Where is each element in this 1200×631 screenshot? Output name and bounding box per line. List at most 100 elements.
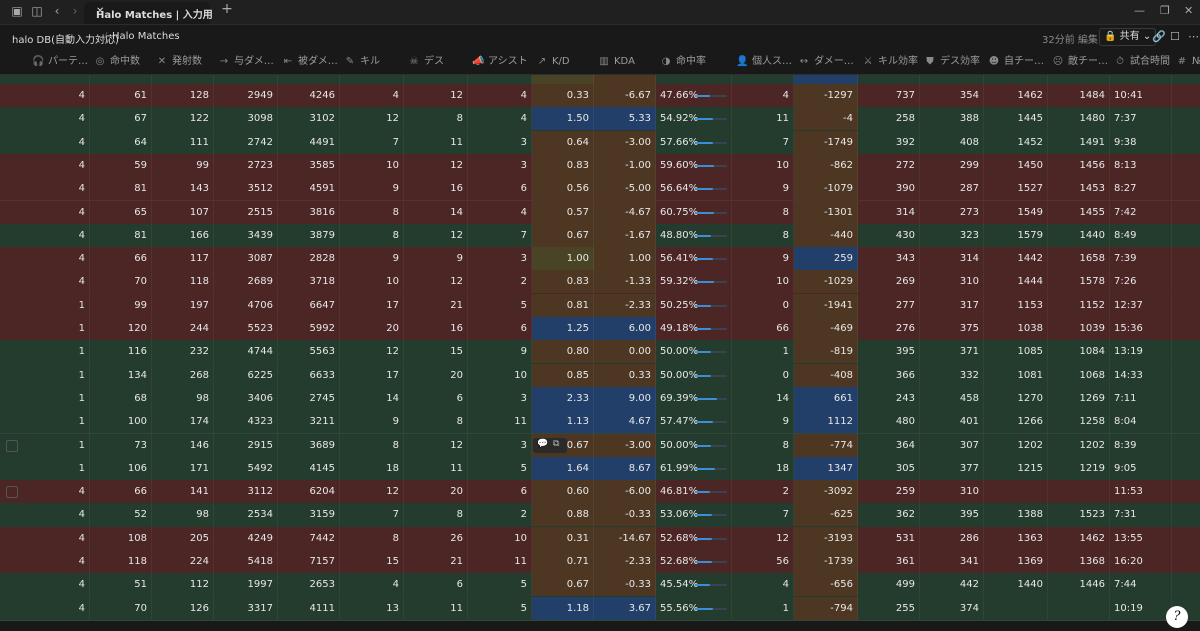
cell-crosshair[interactable]: 174 <box>152 410 214 434</box>
cell-sword[interactable]: 305 <box>858 456 920 480</box>
cell-target[interactable]: 51 <box>90 573 152 597</box>
cell-arrow-right-bar[interactable]: 2689 <box>214 270 278 294</box>
cell-arrow-left-bar[interactable]: 6633 <box>278 363 340 387</box>
cell-line-chart[interactable]: 1.64 <box>532 456 594 480</box>
cell-line-chart[interactable]: 0.31 <box>532 526 594 550</box>
cell-knife[interactable]: 9 <box>340 410 404 434</box>
cell-skull[interactable]: 12 <box>404 270 468 294</box>
cell-clock[interactable]: 7:39 <box>1110 247 1172 271</box>
cell-arrow-right-bar[interactable]: 2534 <box>214 503 278 527</box>
cell-shield[interactable]: 371 <box>920 340 984 364</box>
table-row[interactable]: 4 118 224 5418 7157 15 21 11 0.71 -2.33 52.68% 56 -1… <box>0 550 1200 575</box>
cell-enemy[interactable]: 1462 <box>1048 526 1110 550</box>
cell-bar-chart[interactable]: 9.00 <box>594 386 656 410</box>
cell-megaphone[interactable]: 10 <box>468 526 532 550</box>
cell-crosshair[interactable]: 107 <box>152 200 214 224</box>
cell-crosshair[interactable]: 224 <box>152 550 214 573</box>
cell-arrow-left-bar[interactable]: 4246 <box>278 84 340 107</box>
cell-target[interactable]: 70 <box>90 596 152 620</box>
table-row[interactable]: 4 61 128 2949 4246 4 12 4 0.33 -6.67 47.66% 4 -1297 7… <box>0 84 1200 109</box>
cell-line-chart[interactable]: 1.25 <box>532 317 594 340</box>
cell-enemy[interactable]: 1453 <box>1048 177 1110 201</box>
cell-shield[interactable]: 377 <box>920 456 984 480</box>
cell-headset[interactable]: 4 <box>28 130 90 154</box>
cell-shield[interactable]: 388 <box>920 107 984 131</box>
cell-clock[interactable]: 10:19 <box>1110 596 1172 620</box>
cell-arrow-left-bar[interactable]: 2653 <box>278 573 340 597</box>
table-row[interactable]: 1 134 268 6225 6633 17 20 10 0.85 0.33 50.00% 0 -408… <box>0 363 1200 388</box>
cell-pie[interactable]: 57.66% <box>656 130 732 154</box>
cell-sword[interactable]: 276 <box>858 317 920 340</box>
cell-skull[interactable]: 12 <box>404 153 468 177</box>
cell-double-arrow[interactable]: -3092 <box>794 480 858 504</box>
cell-person[interactable]: 4 <box>732 573 794 597</box>
cell-person[interactable]: 14 <box>732 386 794 410</box>
cell-target[interactable]: 116 <box>90 340 152 364</box>
cell-crosshair[interactable]: 128 <box>152 84 214 107</box>
cell-bar-chart[interactable]: -14.67 <box>594 526 656 550</box>
column-header[interactable]: ⇤ 被ダメ… <box>282 50 340 74</box>
cell-enemy[interactable]: 1578 <box>1048 270 1110 294</box>
cell-target[interactable]: 73 <box>90 433 152 457</box>
cell-pie[interactable]: 45.54% <box>656 573 732 597</box>
cell-arrow-right-bar[interactable]: 3112 <box>214 480 278 504</box>
cell-megaphone[interactable]: 11 <box>468 410 532 434</box>
cell-headset[interactable]: 4 <box>28 247 90 271</box>
cell-knife[interactable]: 8 <box>340 200 404 224</box>
cell-line-chart[interactable]: 1.50 <box>532 107 594 131</box>
cell-person[interactable]: 66 <box>732 317 794 340</box>
cell-person[interactable]: 18 <box>732 456 794 480</box>
cell-arrow-right-bar[interactable]: 4706 <box>214 293 278 317</box>
table-row[interactable]: 1 99 197 4706 6647 17 21 5 0.81 -2.33 50.25% 0 -1941… <box>0 293 1200 318</box>
cell-knife[interactable]: 20 <box>340 317 404 340</box>
cell-line-chart[interactable]: 1.13 <box>532 410 594 434</box>
cell-line-chart[interactable]: 0.85 <box>532 363 594 387</box>
cell-megaphone[interactable]: 4 <box>468 107 532 131</box>
new-tab-button[interactable]: + <box>221 1 233 17</box>
table-row[interactable]: 1 68 98 3406 2745 14 6 3 2.33 9.00 69.39% 14 661 243 4… <box>0 386 1200 412</box>
cell-crosshair[interactable]: 197 <box>152 293 214 317</box>
cell-knife[interactable]: 13 <box>340 596 404 620</box>
cell-clock[interactable]: 7:44 <box>1110 573 1172 597</box>
cell-bar-chart[interactable]: 3.67 <box>594 596 656 620</box>
cell-smile[interactable] <box>984 480 1048 504</box>
cell-megaphone[interactable]: 3 <box>468 247 532 271</box>
cell-pie[interactable]: 50.00% <box>656 433 732 457</box>
cell-arrow-left-bar[interactable]: 3816 <box>278 200 340 224</box>
row-action-toolbar[interactable]: 💬 ⧉ <box>533 437 567 453</box>
comment-icon[interactable]: ☐ <box>1170 30 1180 43</box>
cell-double-arrow[interactable]: -4 <box>794 107 858 131</box>
cell-headset[interactable]: 4 <box>28 526 90 550</box>
cell-sword[interactable]: 314 <box>858 200 920 224</box>
cell-bar-chart[interactable]: -6.00 <box>594 480 656 504</box>
cell-enemy[interactable]: 1446 <box>1048 573 1110 597</box>
cell-crosshair[interactable]: 118 <box>152 270 214 294</box>
cell-shield[interactable]: 374 <box>920 596 984 620</box>
cell-arrow-right-bar[interactable]: 2949 <box>214 84 278 107</box>
back-arrow-icon[interactable]: ‹ <box>54 4 60 18</box>
cell-knife[interactable]: 18 <box>340 456 404 480</box>
cell-pie[interactable]: 57.47% <box>656 410 732 434</box>
cell-skull[interactable]: 20 <box>404 480 468 504</box>
forward-arrow-icon[interactable]: › <box>72 4 78 18</box>
cell-double-arrow[interactable]: -1297 <box>794 84 858 107</box>
cell-headset[interactable]: 4 <box>28 573 90 597</box>
cell-arrow-right-bar[interactable]: 3317 <box>214 596 278 620</box>
cell-crosshair[interactable]: 232 <box>152 340 214 364</box>
close-icon[interactable]: ✕ <box>96 6 105 17</box>
cell-skull[interactable]: 15 <box>404 340 468 364</box>
cell-skull[interactable]: 20 <box>404 363 468 387</box>
cell-bar-chart[interactable]: 0.00 <box>594 340 656 364</box>
cell-double-arrow[interactable]: -3193 <box>794 526 858 550</box>
cell-sword[interactable]: 430 <box>858 223 920 247</box>
cell-pie[interactable]: 49.18% <box>656 317 732 340</box>
cell-arrow-right-bar[interactable]: 5492 <box>214 456 278 480</box>
cell-enemy[interactable]: 1219 <box>1048 456 1110 480</box>
cell-skull[interactable]: 12 <box>404 223 468 247</box>
cell-target[interactable]: 81 <box>90 223 152 247</box>
cell-shield[interactable]: 341 <box>920 550 984 573</box>
cell-knife[interactable]: 7 <box>340 130 404 154</box>
cell-line-chart[interactable]: 0.60 <box>532 480 594 504</box>
cell-double-arrow[interactable]: -469 <box>794 317 858 340</box>
cell-pie[interactable]: 47.66% <box>656 84 732 107</box>
